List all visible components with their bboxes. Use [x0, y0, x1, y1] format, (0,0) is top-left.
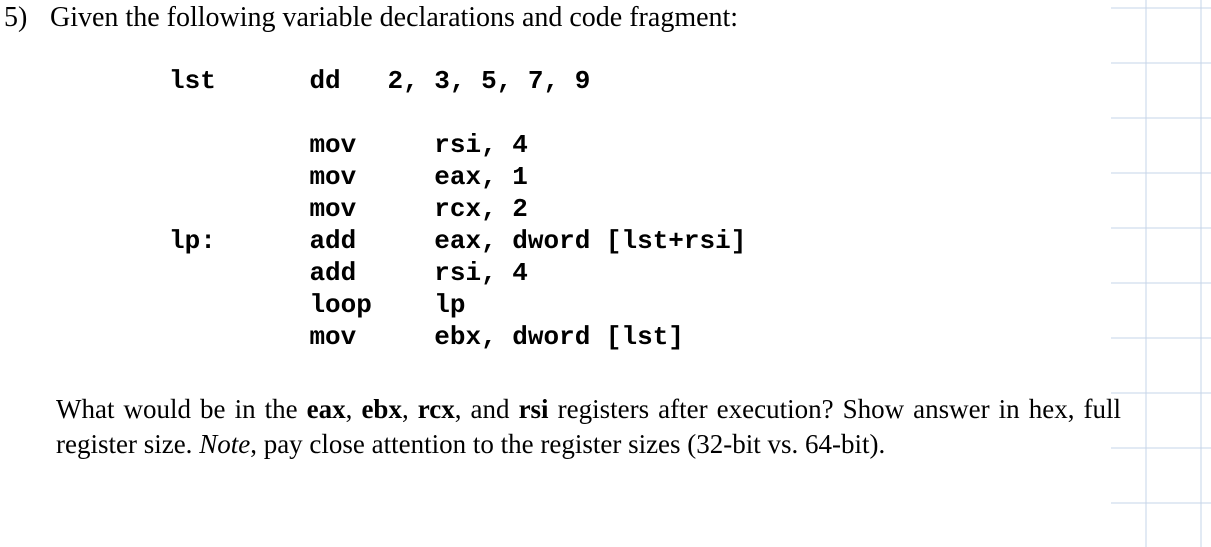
register-rsi: rsi — [519, 394, 549, 424]
code-line-6: add rsi, 4 — [169, 258, 528, 288]
register-ebx: ebx — [361, 394, 402, 424]
question-header: 5) Given the following variable declarat… — [0, 0, 1211, 34]
code-line-1: lst dd 2, 3, 5, 7, 9 — [169, 66, 590, 96]
register-eax: eax — [307, 394, 346, 424]
assembly-code: lst dd 2, 3, 5, 7, 9 mov rsi, 4 mov eax,… — [169, 66, 1211, 354]
answer-prompt: What would be in the eax, ebx, rcx, and … — [56, 392, 1121, 462]
code-line-8: mov ebx, dword [lst] — [169, 322, 684, 352]
code-line-5: lp: add eax, dword [lst+rsi] — [169, 226, 746, 256]
register-rcx: rcx — [418, 394, 455, 424]
question-content: 5) Given the following variable declarat… — [0, 0, 1211, 462]
code-line-4: mov rcx, 2 — [169, 194, 528, 224]
question-number: 5) — [0, 2, 50, 34]
code-line-7: loop lp — [169, 290, 466, 320]
note-label: Note — [199, 429, 250, 459]
question-prompt: Given the following variable declaration… — [50, 2, 738, 34]
code-line-2: mov rsi, 4 — [169, 130, 528, 160]
code-line-3: mov eax, 1 — [169, 162, 528, 192]
